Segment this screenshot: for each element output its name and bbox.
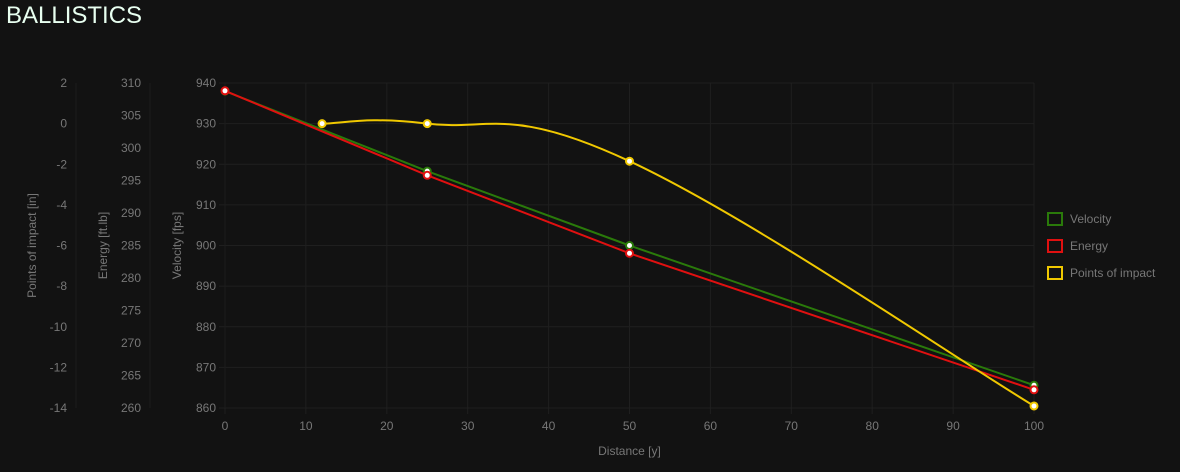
points-of-impact-legend-label: Points of impact [1070, 266, 1156, 280]
poi-tick-label: -8 [56, 279, 67, 293]
points-of-impact-point [422, 119, 432, 129]
poi-tick-label: -14 [50, 401, 68, 415]
energy-tick-label: 290 [121, 206, 141, 220]
energy-point [422, 170, 432, 180]
points-of-impact-point [317, 119, 327, 129]
energy-tick-label: 260 [121, 401, 141, 415]
velocity-point [625, 241, 634, 250]
x-tick-label: 70 [785, 419, 799, 433]
x-tick-label: 90 [946, 419, 960, 433]
points-of-impact-point [625, 156, 634, 166]
x-tick-label: 20 [380, 419, 394, 433]
velocity-axis-title: Velocity [fps] [170, 212, 184, 279]
velocity-tick-label: 880 [196, 320, 216, 334]
x-tick-label: 30 [461, 419, 475, 433]
poi-tick-label: -10 [50, 320, 68, 334]
velocity-line [224, 90, 1035, 387]
energy-tick-label: 265 [121, 369, 141, 383]
velocity-tick-label: 900 [196, 239, 216, 253]
poi-tick-label: -12 [50, 360, 68, 374]
x-tick-label: 60 [704, 419, 718, 433]
energy-tick-label: 300 [121, 141, 141, 155]
energy-tick-label: 295 [121, 174, 141, 188]
x-tick-label: 0 [222, 419, 229, 433]
energy-legend-label: Energy [1070, 239, 1108, 253]
energy-tick-label: 270 [121, 336, 141, 350]
velocity-tick-label: 910 [196, 198, 216, 212]
energy-tick-label: 275 [121, 304, 141, 318]
energy-tick-label: 280 [121, 271, 141, 285]
energy-point [625, 248, 634, 258]
poi-tick-label: -2 [56, 157, 67, 171]
x-tick-label: 40 [542, 419, 556, 433]
energy-tick-label: 310 [121, 76, 141, 90]
x-tick-label: 100 [1024, 419, 1044, 433]
velocity-tick-label: 870 [196, 360, 216, 374]
energy-axis-title: Energy [ft.lb] [96, 212, 110, 279]
points-of-impact-line [322, 119, 1035, 407]
x-tick-label: 10 [299, 419, 313, 433]
poi-axis-title: Points of impact [in] [25, 193, 39, 298]
points-of-impact-legend-swatch [1047, 266, 1063, 280]
poi-tick-label: 2 [60, 76, 67, 90]
x-axis-title: Distance [y] [598, 444, 661, 458]
energy-line [224, 89, 1035, 391]
velocity-tick-label: 930 [196, 117, 216, 131]
velocity-tick-label: 920 [196, 157, 216, 171]
velocity-legend-swatch [1047, 212, 1063, 226]
energy-point [220, 86, 230, 96]
x-tick-label: 80 [866, 419, 880, 433]
energy-tick-label: 285 [121, 239, 141, 253]
energy-legend-swatch [1047, 239, 1063, 253]
velocity-tick-label: 890 [196, 279, 216, 293]
velocity-tick-label: 860 [196, 401, 216, 415]
poi-tick-label: -6 [56, 239, 67, 253]
energy-tick-label: 305 [121, 109, 141, 123]
poi-tick-label: 0 [60, 117, 67, 131]
poi-tick-label: -4 [56, 198, 67, 212]
page-title: BALLISTICS [6, 2, 143, 29]
energy-point [1029, 385, 1039, 395]
velocity-legend-label: Velocity [1070, 212, 1111, 226]
points-of-impact-point [1029, 401, 1039, 411]
x-tick-label: 50 [623, 419, 637, 433]
velocity-tick-label: 940 [196, 76, 216, 90]
